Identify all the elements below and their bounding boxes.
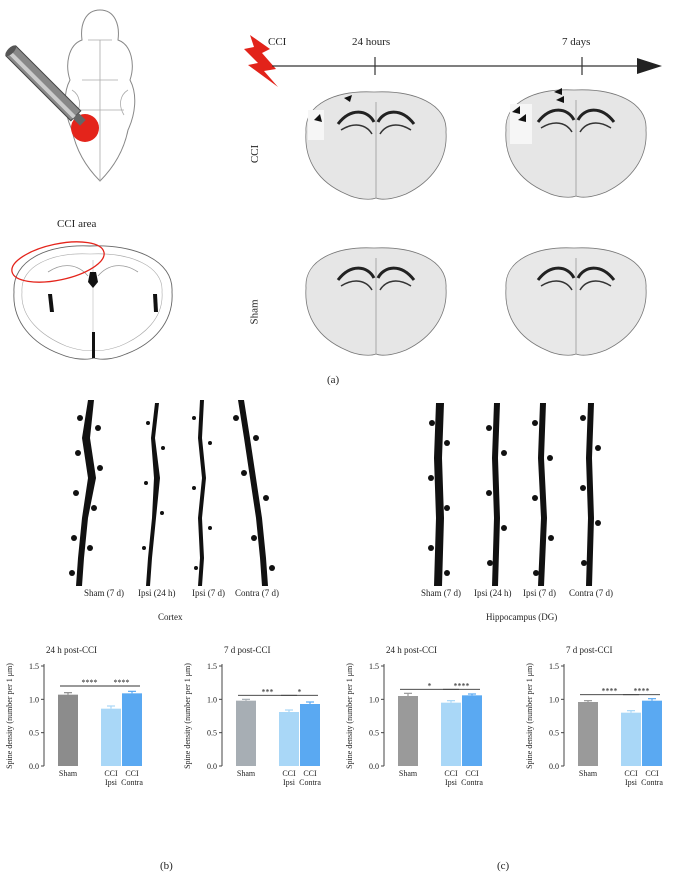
bar-chart-hippo-24h: 24 h post-CCI Spine density (number per 1… — [345, 645, 483, 787]
chart-y-tick-label: 0.0 — [207, 762, 217, 771]
chart-y-tick-label: 1.0 — [369, 695, 379, 704]
cortex-label-contra: Contra (7 d) — [235, 588, 279, 598]
chart-significance-label: **** — [602, 687, 618, 696]
timeline-arrow — [272, 57, 662, 75]
brain-section-cci-7d — [505, 88, 647, 198]
chart-bar — [58, 694, 78, 766]
chart-significance-label: **** — [454, 681, 470, 690]
chart-bar — [101, 708, 121, 766]
chart-x-tick-label: Sham — [579, 769, 598, 778]
chart-bar — [300, 704, 320, 766]
chart-x-tick-label: CCI — [282, 769, 296, 778]
bar-chart-cortex-24h: 24 h post-CCI Spine density (number per 1… — [5, 645, 143, 787]
chart-x-tick-label: CCI — [645, 769, 659, 778]
chart-x-tick-label: CCI — [125, 769, 139, 778]
chart-x-tick-label: Sham — [399, 769, 418, 778]
panel-letter-a: (a) — [327, 374, 340, 386]
chart-bar — [642, 700, 662, 766]
chart-bar — [398, 696, 418, 766]
chart-bar — [441, 702, 461, 766]
panel-letter-b: (b) — [160, 860, 173, 872]
chart-x-tick-label: CCI — [104, 769, 118, 778]
chart-bar — [236, 700, 256, 766]
chart-bar — [122, 693, 142, 766]
chart-title: 7 d post-CCI — [224, 645, 271, 655]
chart-x-tick-label: CCI — [444, 769, 458, 778]
chart-y-tick-label: 1.0 — [207, 695, 217, 704]
chart-y-tick-label: 1.5 — [29, 662, 39, 671]
chart-x-tick-label-sub: Ipsi — [625, 778, 638, 787]
chart-bar — [578, 702, 598, 766]
skull-impactor-illustration — [5, 9, 136, 182]
chart-y-tick-label: 1.0 — [29, 695, 39, 704]
chart-x-tick-label-sub: Ipsi — [105, 778, 118, 787]
brain-section-sham-7d — [505, 247, 647, 356]
chart-y-tick-label: 0.5 — [207, 729, 217, 738]
chart-y-tick-label: 0.0 — [549, 762, 559, 771]
chart-bar — [279, 712, 299, 766]
chart-y-tick-label: 0.0 — [369, 762, 379, 771]
chart-significance-label: **** — [82, 678, 98, 687]
cortex-label-ipsi-7d: Ipsi (7 d) — [192, 588, 225, 598]
chart-y-axis-label: Spine density (number per 1 μm) — [183, 663, 192, 769]
chart-y-tick-label: 0.5 — [369, 729, 379, 738]
cci-area-atlas-diagram — [11, 241, 173, 360]
chart-significance-label: **** — [634, 687, 650, 696]
chart-significance-label: **** — [114, 678, 130, 687]
chart-y-tick-label: 0.5 — [549, 729, 559, 738]
chart-significance-label: *** — [262, 687, 274, 696]
chart-y-axis-label: Spine density (number per 1 μm) — [5, 663, 14, 769]
bar-chart-cortex-7d: 7 d post-CCI Spine density (number per 1 … — [183, 645, 321, 787]
chart-x-tick-label: CCI — [624, 769, 638, 778]
chart-x-tick-label-sub: Contra — [641, 778, 663, 787]
chart-y-tick-label: 1.5 — [549, 662, 559, 671]
brain-section-cci-24h — [305, 91, 447, 200]
cortex-region-label: Cortex — [158, 612, 183, 622]
cortex-label-ipsi-24h: Ipsi (24 h) — [138, 588, 176, 598]
chart-y-tick-label: 1.5 — [207, 662, 217, 671]
lightning-bolt-icon — [244, 35, 278, 87]
chart-x-tick-label: Sham — [59, 769, 78, 778]
chart-x-tick-label: CCI — [303, 769, 317, 778]
chart-x-tick-label-sub: Contra — [461, 778, 483, 787]
chart-y-tick-label: 1.5 — [369, 662, 379, 671]
chart-significance-label: * — [298, 687, 302, 696]
chart-bar — [462, 695, 482, 766]
hippocampus-dendrite-images — [428, 403, 601, 586]
chart-x-tick-label-sub: Ipsi — [445, 778, 458, 787]
chart-x-tick-label-sub: Contra — [121, 778, 143, 787]
panel-letter-c: (c) — [497, 860, 510, 872]
cortex-label-sham: Sham (7 d) — [84, 588, 124, 598]
cci-area-label: CCI area — [57, 218, 97, 230]
chart-x-tick-label-sub: Ipsi — [283, 778, 296, 787]
chart-significance-label: * — [428, 681, 432, 690]
bar-chart-hippo-7d: 7 d post-CCI Spine density (number per 1 … — [525, 645, 663, 787]
chart-title: 7 d post-CCI — [566, 645, 613, 655]
chart-bar — [621, 712, 641, 766]
chart-x-tick-label: Sham — [237, 769, 256, 778]
timeline-start-label: CCI — [268, 36, 287, 48]
timeline-7d-label: 7 days — [562, 36, 591, 48]
hippo-label-contra: Contra (7 d) — [569, 588, 613, 598]
chart-y-tick-label: 0.5 — [29, 729, 39, 738]
brain-section-sham-24h — [305, 247, 447, 356]
cortex-dendrite-images — [69, 400, 275, 586]
chart-y-tick-label: 1.0 — [549, 695, 559, 704]
row-label-cci: CCI — [249, 144, 262, 164]
hippo-label-ipsi-7d: Ipsi (7 d) — [523, 588, 556, 598]
timeline-24h-label: 24 hours — [352, 36, 391, 48]
hippo-label-ipsi-24h: Ipsi (24 h) — [474, 588, 512, 598]
chart-title: 24 h post-CCI — [386, 645, 437, 655]
chart-y-tick-label: 0.0 — [29, 762, 39, 771]
row-label-sham: Sham — [248, 299, 261, 325]
hippo-region-label: Hippocampus (DG) — [486, 612, 558, 622]
chart-y-axis-label: Spine density (number per 1 μm) — [345, 663, 354, 769]
chart-y-axis-label: Spine density (number per 1 μm) — [525, 663, 534, 769]
hippo-label-sham: Sham (7 d) — [421, 588, 461, 598]
chart-x-tick-label-sub: Contra — [299, 778, 321, 787]
chart-x-tick-label: CCI — [465, 769, 479, 778]
chart-title: 24 h post-CCI — [46, 645, 97, 655]
